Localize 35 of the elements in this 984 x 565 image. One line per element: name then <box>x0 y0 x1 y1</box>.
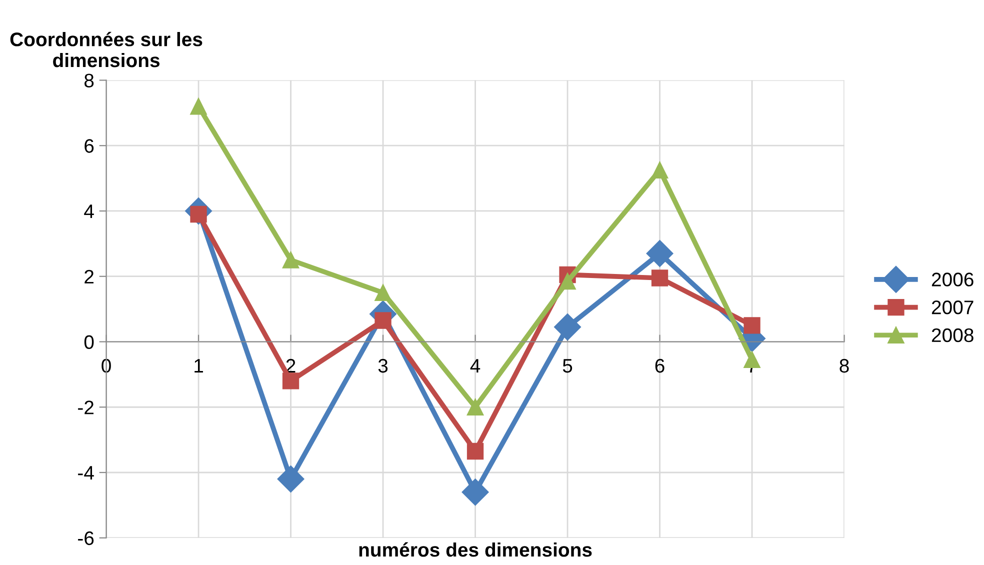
point <box>190 98 207 115</box>
y-tick-label: 6 <box>84 139 94 153</box>
x-tick-label: 6 <box>655 358 664 373</box>
y-axis-title: Coordonnées sur les dimensions <box>10 32 202 68</box>
legend-label: 2006 <box>932 272 974 286</box>
y-tick-label: 4 <box>84 204 94 218</box>
x-tick-label: 5 <box>562 359 572 373</box>
y-tick-label: -4 <box>78 466 94 480</box>
point <box>646 240 674 267</box>
point <box>651 162 668 178</box>
point <box>282 252 300 268</box>
y-tick-label: 2 <box>84 270 94 284</box>
point <box>744 317 760 334</box>
y-tick-label: -6 <box>78 531 94 546</box>
x-tick-label: 1 <box>194 359 203 372</box>
point <box>277 466 304 492</box>
x-tick-label: 4 <box>470 359 480 372</box>
point <box>374 284 392 302</box>
point <box>462 478 489 506</box>
point <box>466 398 484 416</box>
point <box>374 312 392 329</box>
point <box>282 372 300 390</box>
x-tick-label: 3 <box>378 358 388 373</box>
x-tick-label: 8 <box>840 358 849 373</box>
point <box>554 314 581 340</box>
point <box>559 272 576 290</box>
x-tick-label: 0 <box>102 358 111 373</box>
x-axis-title: numéros des dimensions <box>359 542 592 557</box>
point <box>651 270 668 286</box>
point <box>466 442 484 460</box>
y-tick-label: 0 <box>84 335 94 349</box>
legend-label: 2007 <box>932 300 974 314</box>
y-tick-label: -2 <box>78 400 94 414</box>
legend-label: 2008 <box>932 328 974 342</box>
y-tick-label: 8 <box>84 74 94 88</box>
